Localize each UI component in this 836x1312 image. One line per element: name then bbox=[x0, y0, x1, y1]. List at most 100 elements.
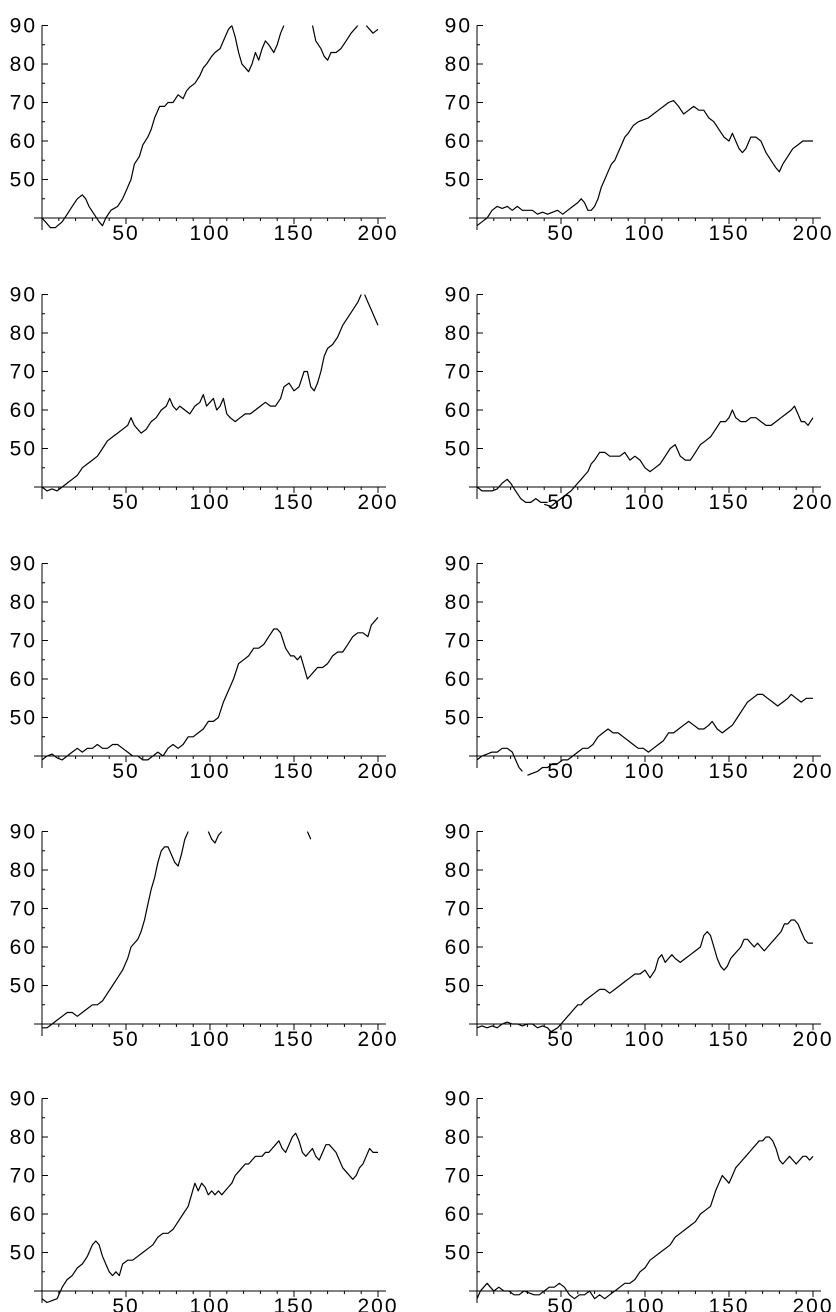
y-tick-label: 60 bbox=[10, 668, 37, 691]
x-tick-label: 100 bbox=[189, 1028, 230, 1051]
y-tick-label: 70 bbox=[445, 361, 472, 384]
y-tick-label: 60 bbox=[10, 1203, 37, 1226]
x-tick-label: 150 bbox=[708, 222, 749, 245]
y-tick-label: 50 bbox=[10, 975, 37, 998]
x-tick-label: 200 bbox=[357, 760, 398, 783]
y-tick-label: 80 bbox=[445, 53, 472, 76]
y-tick-label: 90 bbox=[445, 15, 472, 38]
y-tick-label: 70 bbox=[10, 92, 37, 115]
x-tick-label: 200 bbox=[357, 1295, 398, 1312]
series-line bbox=[42, 831, 189, 1029]
y-tick-label: 80 bbox=[10, 859, 37, 882]
x-tick-label: 100 bbox=[189, 222, 230, 245]
y-tick-label: 50 bbox=[10, 707, 37, 730]
series-line bbox=[477, 478, 548, 503]
x-tick-label: 150 bbox=[273, 1028, 314, 1051]
series-line bbox=[544, 405, 814, 507]
y-tick-label: 70 bbox=[10, 630, 37, 653]
y-tick-label: 90 bbox=[10, 553, 37, 576]
chart-panel-4: 50 60 70 80 90 50 100 150 200 bbox=[445, 284, 832, 515]
y-tick-label: 60 bbox=[445, 668, 472, 691]
y-tick-label: 60 bbox=[445, 130, 472, 153]
x-tick-label: 100 bbox=[624, 222, 665, 245]
x-tick-label: 100 bbox=[189, 1295, 230, 1312]
y-tick-label: 80 bbox=[10, 322, 37, 345]
y-tick-label: 90 bbox=[10, 15, 37, 38]
x-tick-label: 150 bbox=[273, 760, 314, 783]
series-line bbox=[365, 25, 379, 34]
series-line bbox=[477, 100, 813, 227]
chart-panel-2: 50 60 70 80 90 50 100 150 200 bbox=[445, 15, 833, 246]
y-tick-label: 60 bbox=[445, 936, 472, 959]
x-tick-label: 50 bbox=[547, 1295, 574, 1312]
y-tick-label: 60 bbox=[445, 399, 472, 422]
x-tick-label: 50 bbox=[547, 222, 574, 245]
x-tick-label: 50 bbox=[112, 1028, 139, 1051]
y-tick-label: 60 bbox=[445, 1203, 472, 1226]
y-tick-label: 70 bbox=[445, 1165, 472, 1188]
x-tick-label: 100 bbox=[624, 491, 665, 514]
y-tick-label: 90 bbox=[10, 821, 37, 844]
x-tick-label: 200 bbox=[792, 222, 833, 245]
y-tick-label: 90 bbox=[10, 284, 37, 307]
y-tick-label: 80 bbox=[445, 322, 472, 345]
y-tick-label: 90 bbox=[445, 553, 472, 576]
x-tick-label: 150 bbox=[273, 491, 314, 514]
y-tick-label: 60 bbox=[10, 399, 37, 422]
y-tick-label: 70 bbox=[10, 898, 37, 921]
x-tick-label: 200 bbox=[357, 491, 398, 514]
x-tick-label: 150 bbox=[273, 222, 314, 245]
y-tick-label: 70 bbox=[445, 92, 472, 115]
chart-panel-1: 50 60 70 80 90 50 100 150 200 bbox=[10, 15, 398, 246]
x-tick-label: 200 bbox=[357, 222, 398, 245]
y-tick-label: 50 bbox=[10, 438, 37, 461]
x-tick-label: 50 bbox=[112, 1295, 139, 1312]
series-line bbox=[42, 294, 362, 492]
x-tick-label: 150 bbox=[708, 1028, 749, 1051]
chart-panel-10: 50 60 70 80 90 50 100 150 200 bbox=[445, 1088, 833, 1312]
y-tick-label: 70 bbox=[10, 1165, 37, 1188]
x-tick-label: 50 bbox=[112, 491, 139, 514]
series-line bbox=[42, 25, 285, 229]
x-tick-label: 150 bbox=[273, 1295, 314, 1312]
y-tick-label: 80 bbox=[445, 591, 472, 614]
y-tick-label: 50 bbox=[445, 169, 472, 192]
y-tick-label: 50 bbox=[445, 438, 472, 461]
chart-panel-3: 50 60 70 80 90 50 100 150 200 bbox=[10, 284, 398, 515]
y-tick-label: 80 bbox=[10, 53, 37, 76]
y-tick-label: 60 bbox=[10, 936, 37, 959]
x-tick-label: 100 bbox=[624, 1028, 665, 1051]
y-tick-label: 50 bbox=[445, 707, 472, 730]
x-tick-label: 200 bbox=[792, 1295, 833, 1312]
series-line bbox=[207, 831, 223, 844]
series-line bbox=[311, 25, 359, 61]
y-tick-label: 50 bbox=[10, 169, 37, 192]
x-tick-label: 50 bbox=[547, 1028, 574, 1051]
series-line bbox=[42, 1132, 378, 1304]
x-tick-label: 200 bbox=[792, 1028, 833, 1051]
y-tick-label: 80 bbox=[10, 1126, 37, 1149]
x-tick-label: 150 bbox=[708, 491, 749, 514]
y-tick-label: 90 bbox=[445, 284, 472, 307]
x-tick-label: 50 bbox=[547, 491, 574, 514]
series-line bbox=[306, 831, 312, 840]
y-tick-label: 70 bbox=[445, 630, 472, 653]
x-tick-label: 100 bbox=[189, 491, 230, 514]
y-tick-label: 80 bbox=[10, 591, 37, 614]
x-tick-label: 100 bbox=[189, 760, 230, 783]
y-tick-label: 70 bbox=[445, 898, 472, 921]
y-tick-label: 60 bbox=[10, 130, 37, 153]
series-line bbox=[477, 747, 523, 772]
y-tick-label: 90 bbox=[10, 1088, 37, 1111]
y-tick-label: 90 bbox=[445, 821, 472, 844]
x-tick-label: 50 bbox=[547, 760, 574, 783]
y-tick-label: 50 bbox=[445, 975, 472, 998]
x-tick-label: 150 bbox=[708, 760, 749, 783]
x-tick-label: 100 bbox=[624, 1295, 665, 1312]
x-tick-label: 200 bbox=[357, 1028, 398, 1051]
x-tick-label: 50 bbox=[112, 760, 139, 783]
series-line bbox=[477, 1136, 814, 1300]
y-tick-label: 80 bbox=[445, 859, 472, 882]
x-tick-label: 150 bbox=[708, 1295, 749, 1312]
